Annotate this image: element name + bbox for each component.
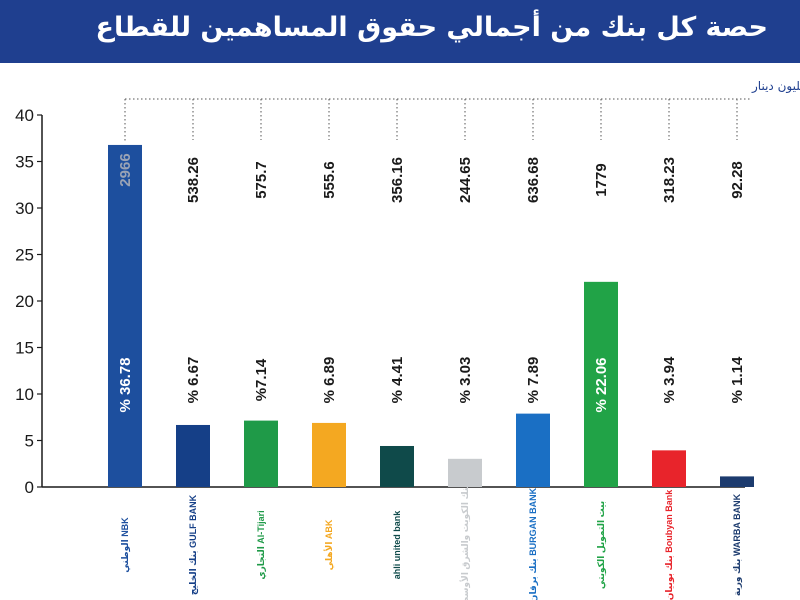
bar-equity-label: 636.68 [525,157,542,203]
bar-equity-label: 555.6 [321,161,338,199]
bar-percent-label: % 36.78 [117,357,134,412]
bank-logo-label: بنك الخليج GULF BANK [188,494,199,595]
bar [176,424,210,487]
bar-equity-label: 244.65 [457,157,474,203]
bar-percent-label: % 7.89 [525,357,542,404]
bar-percent-label: % 6.89 [321,357,338,404]
title-bar: حصة كل بنك من أجمالي حقوق المساهمين للقط… [0,0,800,63]
bar-percent-label: % 1.14 [729,356,746,403]
bar-percent-label: % 4.41 [389,357,406,404]
y-tick-label: 10 [15,385,34,404]
y-tick-label: 0 [25,478,34,497]
bank-logo-label: بنك بوبيان Boubyan Bank [664,489,675,600]
bank-logo-label: الأهلي ABK [323,519,334,570]
bank-logo-label: التجاري Al-Tijari [256,510,267,579]
bar-equity-label: 538.26 [185,157,202,203]
bank-logo-label: الوطني NBK [120,517,131,573]
bar-equity-label: 356.16 [389,157,406,203]
bar-equity-label: 92.28 [729,161,746,199]
bar [448,458,482,487]
bank-logo-label: بنك وربة WARBA BANK [732,493,743,596]
y-tick-label: 5 [25,432,34,451]
bar [312,422,346,487]
bar-percent-label: % 22.06 [593,357,610,412]
bar [380,445,414,487]
chart-subtitle: قيمة حقوق المساهمين بالمليون دينار [751,79,800,94]
y-tick-label: 30 [15,199,34,218]
bank-logo-label: بنك الكويت والشرق الأوسط [459,484,471,600]
bar-equity-label: 318.23 [661,157,678,203]
bank-logo-label: ahli united bank [392,510,402,580]
bar [516,413,550,487]
bar-equity-label: 2966 [117,153,134,186]
y-tick-label: 20 [15,292,34,311]
bar [652,450,686,487]
bar-percent-label: % 3.03 [457,357,474,404]
bar-percent-label: % 3.94 [661,356,678,403]
y-tick-label: 25 [15,246,34,265]
bar [108,144,142,488]
bar-equity-label: 575.7 [253,161,270,199]
bar-percent-label: % 6.67 [185,357,202,404]
bar [244,420,278,487]
y-tick-label: 35 [15,153,34,172]
y-tick-label: 40 [15,106,34,125]
y-tick-label: 15 [15,339,34,358]
bar-percent-label: %7.14 [253,358,270,401]
bar [720,476,754,487]
chart-title: حصة كل بنك من أجمالي حقوق المساهمين للقط… [95,12,768,43]
bank-logo-label: بنك برقان BURGAN BANK [528,487,539,600]
bar-equity-label: 1779 [593,163,610,196]
bank-logo-label: بيت التمويل الكويتي [596,501,607,589]
bar [584,281,618,487]
